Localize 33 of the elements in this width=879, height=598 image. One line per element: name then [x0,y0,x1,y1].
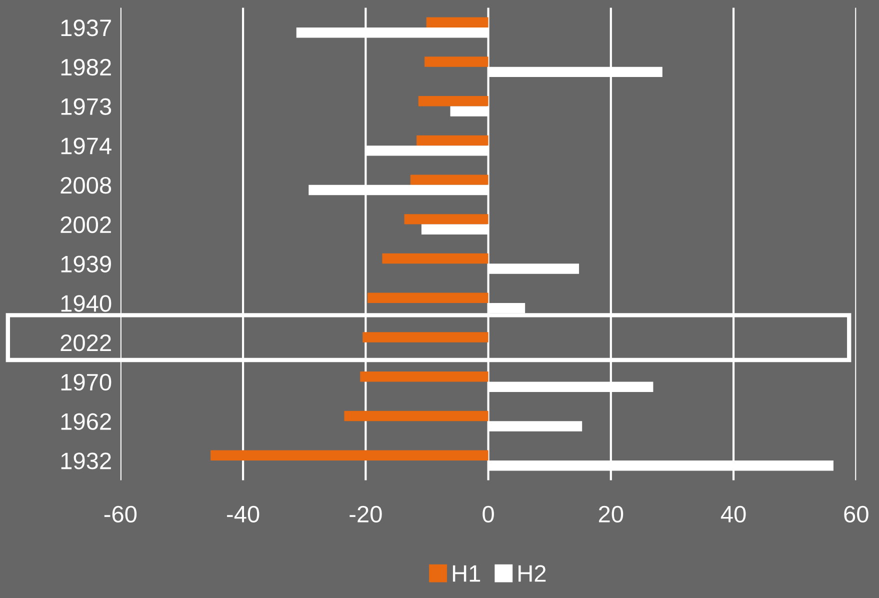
y-tick-label: 1939 [61,256,111,272]
x-tick-label: 20 [598,506,624,523]
bar [344,410,488,422]
y-tick-label: 1932 [61,452,111,470]
y-tick-label: 1962 [61,413,111,430]
legend-label: H2 [518,565,546,582]
y-tick-label: 1970 [61,374,112,391]
bar [418,96,488,106]
bar [360,372,488,382]
y-tick-label: 1973 [61,98,112,115]
x-tick-label: -40 [227,506,260,523]
x-tick-label: -20 [350,506,382,523]
y-tick-label: 1982 [61,58,111,76]
x-tick-label: -60 [104,506,137,523]
x-tick-label: 0 [482,506,494,523]
bar [382,253,488,264]
y-tick-label: 1940 [61,295,112,312]
legend-label: H1 [452,565,480,582]
bar [210,450,488,461]
bar [362,332,488,342]
x-tick-label: 60 [844,506,868,523]
y-tick-label: 1974 [61,138,112,154]
y-tick-label: 2002 [60,216,111,234]
bar [410,174,488,185]
bar [368,292,488,304]
bar [416,135,488,146]
y-tick-label: 2022 [60,334,111,352]
x-tick-label: 40 [720,506,746,523]
y-tick-label: 1937 [61,20,111,36]
y-tick-label: 2008 [60,177,112,194]
bar [426,17,488,28]
bar [424,56,488,67]
bar [404,214,488,224]
